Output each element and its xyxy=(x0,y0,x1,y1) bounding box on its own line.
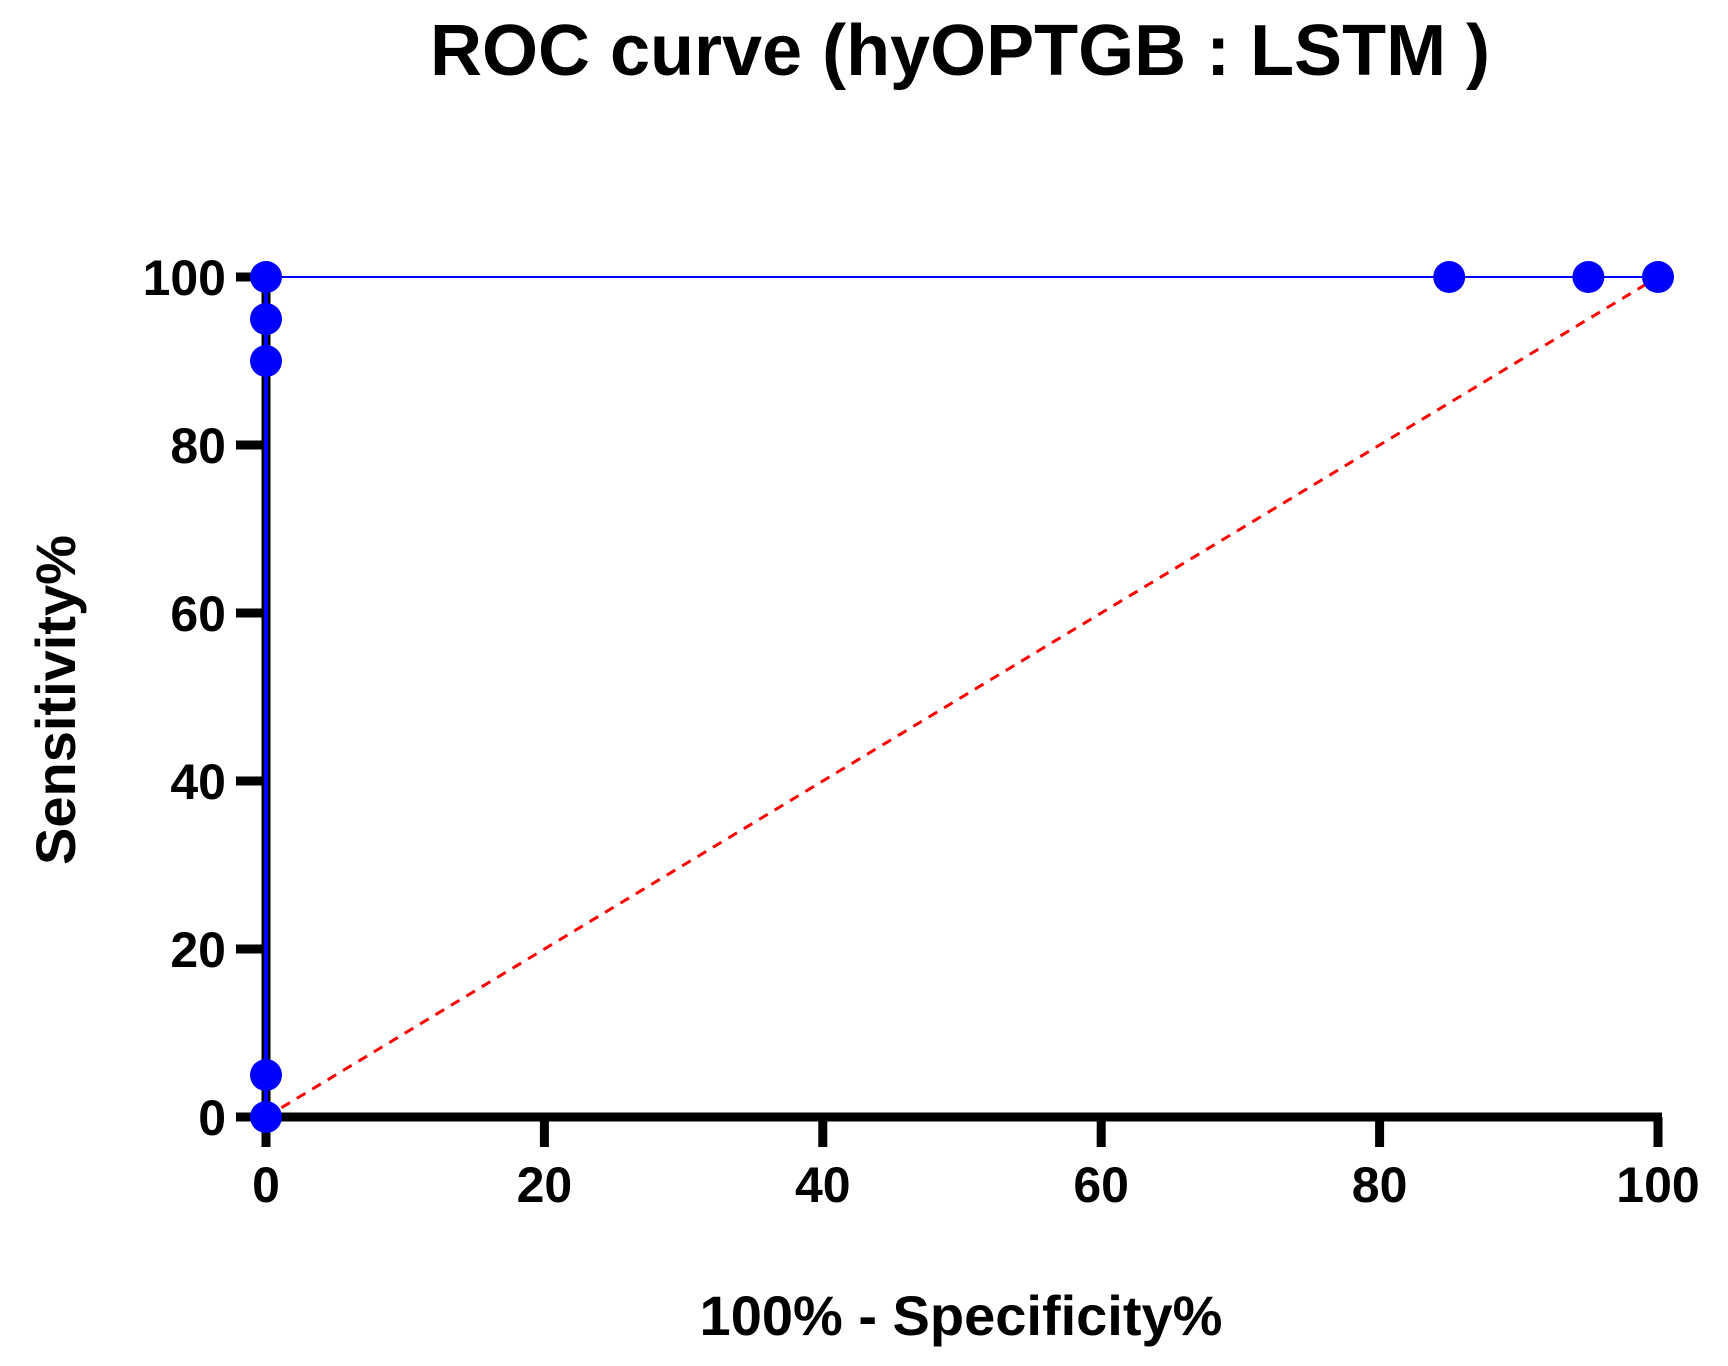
chance-line xyxy=(265,275,1659,1119)
x-axis-label: 100% - Specificity% xyxy=(700,1284,1223,1347)
roc-point xyxy=(1642,261,1674,293)
x-tick-label: 100 xyxy=(1616,1157,1699,1213)
reference-line xyxy=(265,275,1659,1119)
x-tick-label: 80 xyxy=(1352,1157,1408,1213)
x-tick-label: 0 xyxy=(252,1157,280,1213)
y-tick-label: 20 xyxy=(170,922,226,978)
roc-point xyxy=(1433,261,1466,293)
x-tick-label: 40 xyxy=(795,1157,851,1213)
y-tick-label: 80 xyxy=(170,418,226,474)
y-tick-label: 100 xyxy=(143,250,226,306)
series-layer xyxy=(250,261,1674,1133)
roc-point xyxy=(250,1059,282,1091)
axes xyxy=(236,273,1662,1122)
y-tick-label: 40 xyxy=(170,754,226,810)
y-tick-label: 60 xyxy=(170,586,226,642)
roc-point xyxy=(250,261,282,293)
x-tick-label: 20 xyxy=(517,1157,573,1213)
axis-ticks: 0 20 40 60 80 100 0 20 40 60 80 100 xyxy=(143,250,1700,1213)
x-tick-label: 60 xyxy=(1073,1157,1129,1213)
roc-point xyxy=(250,303,282,335)
y-tick-label: 0 xyxy=(198,1090,226,1146)
roc-point xyxy=(1572,261,1605,293)
chart-title: ROC curve (hyOPTGB : LSTM ) xyxy=(430,11,1490,91)
y-axis-label: Sensitivity% xyxy=(24,535,87,865)
roc-point xyxy=(250,1101,282,1133)
roc-point xyxy=(250,345,282,377)
